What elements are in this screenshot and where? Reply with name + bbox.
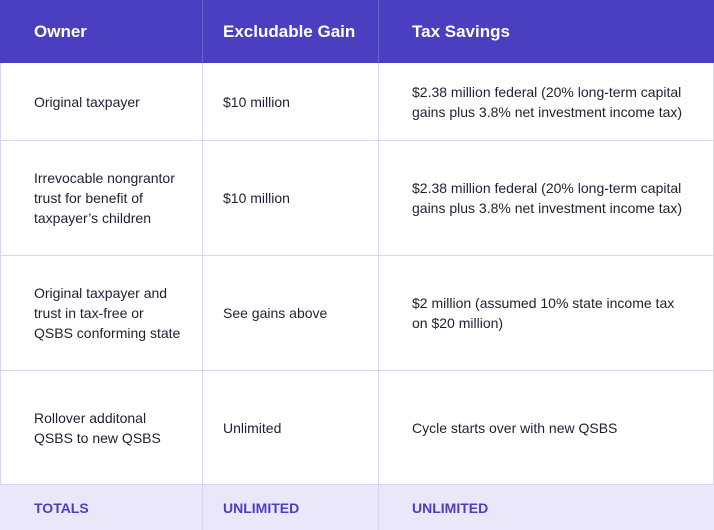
totals-savings: UNLIMITED: [412, 499, 489, 516]
gain-cell: $10 million: [203, 141, 379, 255]
header-tax-savings: Tax Savings: [412, 22, 510, 41]
gain-cell: See gains above: [203, 256, 379, 370]
totals-row: TOTALS UNLIMITED UNLIMITED: [0, 485, 714, 530]
owner-cell: Original taxpayer: [1, 63, 203, 140]
totals-gain: UNLIMITED: [203, 485, 379, 530]
table-row: Irrevocable nongrantor trust for benefit…: [0, 141, 714, 256]
owner-cell: Original taxpayer and trust in tax-free …: [1, 256, 203, 370]
savings-cell: $2 million (assumed 10% state income tax…: [412, 295, 675, 331]
header-excludable-gain: Excludable Gain: [203, 0, 379, 63]
savings-cell: $2.38 million federal (20% long-term cap…: [412, 180, 683, 216]
owner-cell: Irrevocable nongrantor trust for benefit…: [1, 141, 203, 255]
table-header-row: Owner Excludable Gain Tax Savings: [0, 0, 714, 63]
savings-cell: $2.38 million federal (20% long-term cap…: [412, 83, 683, 120]
totals-label: TOTALS: [1, 485, 203, 530]
savings-cell: Cycle starts over with new QSBS: [412, 419, 618, 436]
table-row: Original taxpayer $10 million $2.38 mill…: [0, 63, 714, 141]
gain-cell: $10 million: [203, 63, 379, 140]
header-owner: Owner: [1, 0, 203, 63]
table-row: Original taxpayer and trust in tax-free …: [0, 256, 714, 371]
gain-cell: Unlimited: [203, 371, 379, 484]
owner-cell: Rollover additonal QSBS to new QSBS: [1, 371, 203, 484]
table-row: Rollover additonal QSBS to new QSBS Unli…: [0, 371, 714, 485]
